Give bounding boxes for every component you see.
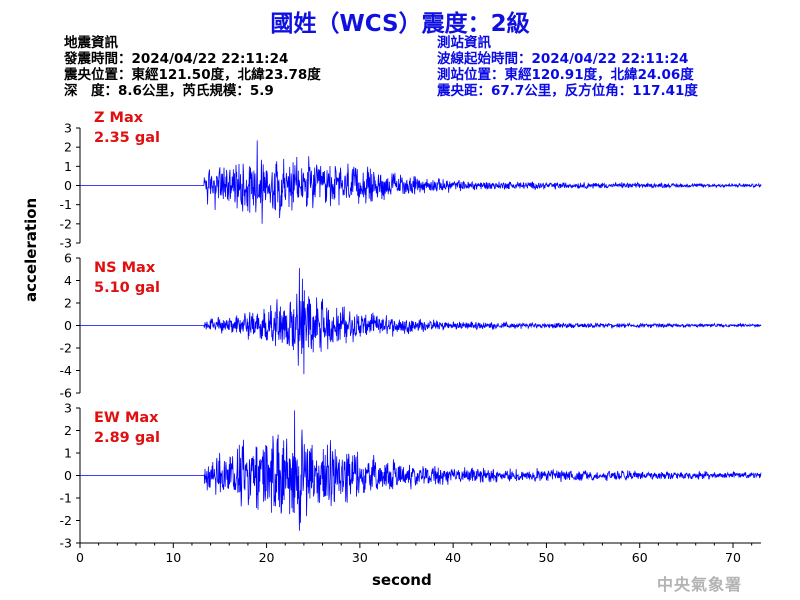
ew-y-tick-label: -3	[60, 536, 72, 551]
z-max-label: Z Max 2.35 gal	[94, 108, 160, 148]
ew-y-tick-label: 0	[64, 468, 72, 483]
ew-max-value: 2.89 gal	[94, 430, 160, 446]
quake-info-block: 地震資訊 發震時間：2024/04/22 22:11:24 震央位置：東經121…	[64, 35, 321, 99]
ns-y-tick-label: 6	[64, 251, 72, 266]
x-tick-label: 0	[76, 550, 84, 565]
ns-y-tick-label: -2	[60, 341, 72, 356]
station-distance: 震央距：67.7公里，反方位角：117.41度	[437, 83, 698, 99]
x-tick-label: 50	[538, 550, 554, 565]
x-axis-label: second	[372, 571, 432, 589]
ew-y-tick-label: -1	[60, 491, 72, 506]
ns-max-label: NS Max 5.10 gal	[94, 258, 160, 298]
quake-origin-time: 發震時間：2024/04/22 22:11:24	[64, 51, 289, 67]
ew-waveform-line	[80, 410, 762, 531]
ns-y-tick-label: 2	[64, 296, 72, 311]
z-y-tick-label: -3	[60, 236, 72, 251]
station-location: 測站位置：東經120.91度，北緯24.06度	[437, 67, 694, 83]
ns-y-tick-label: 0	[64, 318, 72, 333]
ew-y-tick-label: -2	[60, 513, 72, 528]
x-tick-label: 40	[445, 550, 461, 565]
z-max-value: 2.35 gal	[94, 130, 160, 146]
ew-max-title: EW Max	[94, 410, 159, 426]
ns-y-tick-label: -4	[60, 363, 73, 378]
ew-y-tick-label: 1	[64, 446, 72, 461]
x-tick-label: 10	[165, 550, 181, 565]
x-tick-label: 30	[352, 550, 368, 565]
quake-epicenter: 震央位置：東經121.50度，北緯23.78度	[64, 67, 321, 83]
z-y-tick-label: -1	[60, 197, 72, 212]
z-max-title: Z Max	[94, 110, 144, 126]
z-y-tick-label: 0	[64, 178, 72, 193]
ns-max-title: NS Max	[94, 260, 156, 276]
ns-max-value: 5.10 gal	[94, 280, 160, 296]
ns-waveform-line	[80, 268, 762, 375]
ew-max-label: EW Max 2.89 gal	[94, 408, 160, 448]
z-y-tick-label: -2	[60, 216, 72, 231]
z-y-tick-label: 1	[64, 159, 72, 174]
z-waveform-line	[80, 140, 762, 224]
station-wave-start: 波線起始時間：2024/04/22 22:11:24	[437, 51, 689, 67]
ns-y-tick-label: -6	[60, 386, 73, 401]
ew-y-tick-label: 2	[64, 423, 72, 438]
x-tick-label: 70	[725, 550, 741, 565]
quake-depth-magnitude: 深 度：8.6公里，芮氏規模：5.9	[64, 83, 274, 99]
ew-y-tick-label: 3	[64, 401, 72, 416]
y-axis-label: acceleration	[22, 197, 40, 302]
x-tick-label: 60	[632, 550, 648, 565]
z-y-tick-label: 3	[64, 121, 72, 136]
quake-info-heading: 地震資訊	[64, 35, 118, 51]
ns-y-tick-label: 4	[64, 273, 72, 288]
station-info-heading: 測站資訊	[437, 35, 491, 51]
page-title: 國姓（WCS）震度：2級	[270, 11, 530, 37]
z-y-tick-label: 2	[64, 140, 72, 155]
x-tick-label: 20	[259, 550, 275, 565]
agency-watermark: 中央氣象署	[657, 575, 743, 594]
station-info-block: 測站資訊 波線起始時間：2024/04/22 22:11:24 測站位置：東經1…	[437, 35, 698, 99]
